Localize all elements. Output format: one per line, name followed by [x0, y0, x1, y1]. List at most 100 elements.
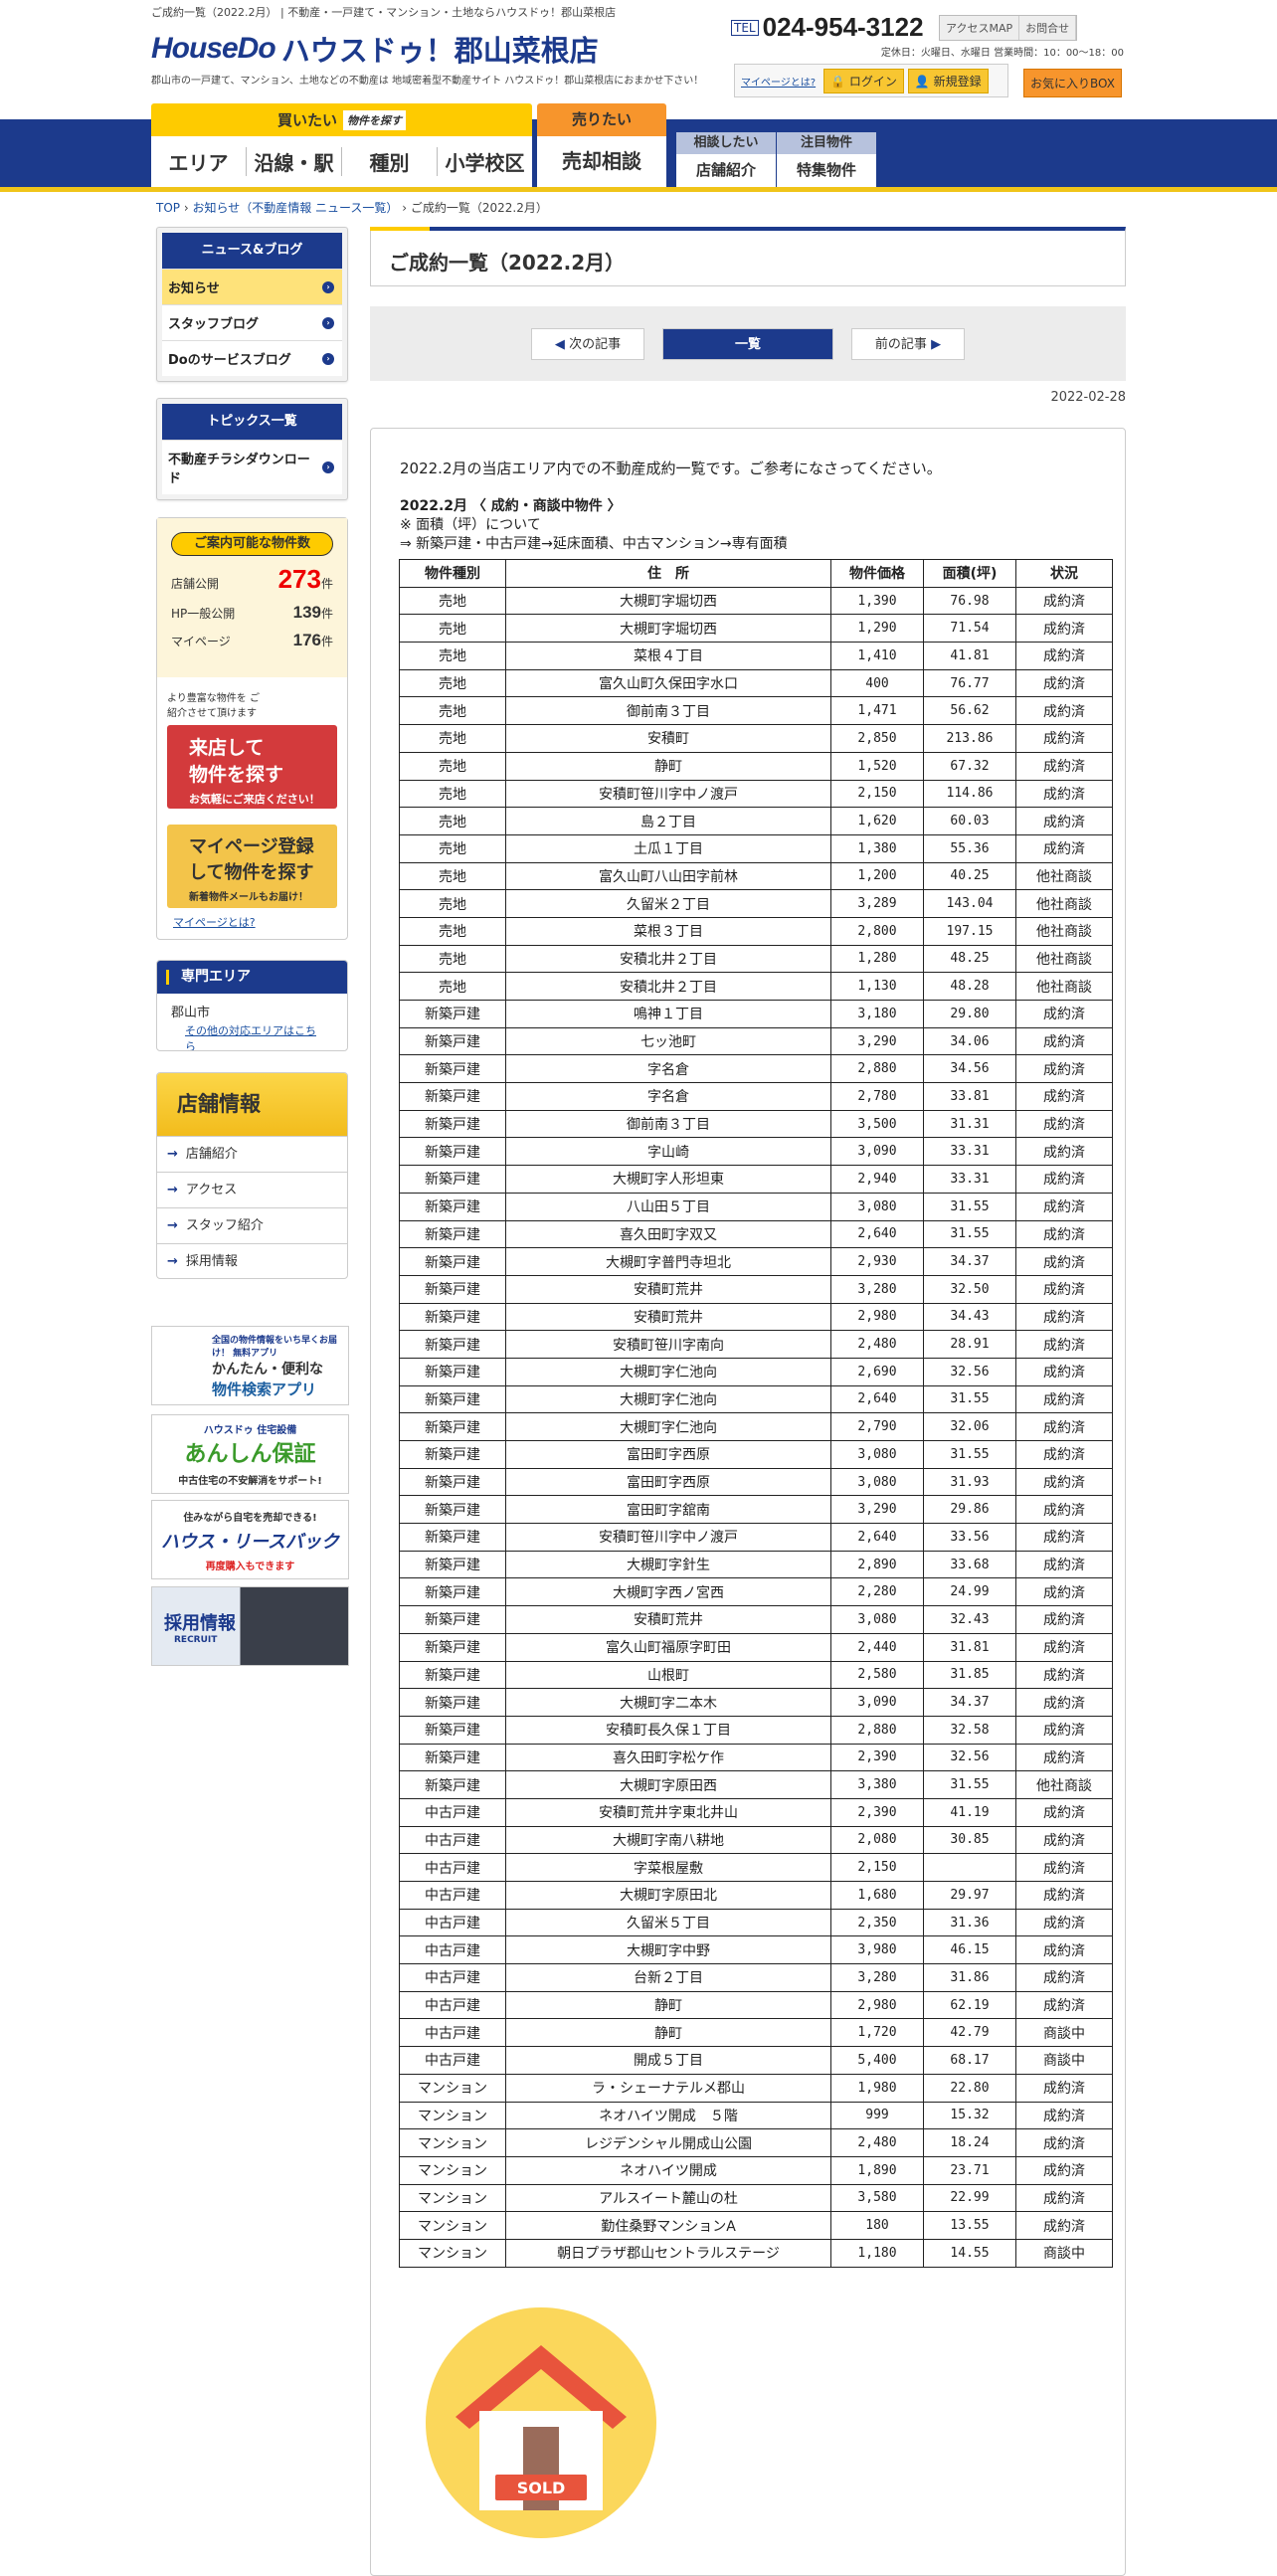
cell-address: 島２丁目	[505, 807, 831, 835]
nav-featured[interactable]: 注目物件 特集物件	[777, 132, 876, 187]
nav-school[interactable]: 小学校区	[445, 151, 525, 175]
nav-area[interactable]: エリア	[151, 147, 247, 176]
cell-area: 29.86	[923, 1495, 1016, 1525]
nav-sell-consult[interactable]: 売却相談	[537, 136, 666, 187]
count-unit: 件	[320, 607, 333, 621]
cell-type: 新築戸建	[399, 1550, 506, 1579]
table-row: 売地 安積町笹川字中ノ渡戸 2,150 114.86 成約済	[399, 779, 1113, 809]
visit-store-button[interactable]: 来店して 物件を探す お気軽にご来店ください！	[167, 725, 337, 809]
sidebar-item-flyer-download[interactable]: 不動産チラシダウンロード ›	[162, 440, 342, 494]
store-item-intro[interactable]: → 店舗紹介	[157, 1136, 347, 1172]
cell-type: マンション	[399, 2238, 506, 2268]
cell-area: 31.55	[923, 1770, 1016, 1799]
cell-type: マンション	[399, 2073, 506, 2103]
store-item-staff[interactable]: → スタッフ紹介	[157, 1207, 347, 1243]
cell-address: 安積北井２丁目	[505, 972, 831, 1001]
store-item-recruit[interactable]: → 採用情報	[157, 1243, 347, 1278]
sidebar-item-service-blog[interactable]: Doのサービスブログ ›	[162, 340, 342, 376]
register-button[interactable]: 👤 新規登録	[907, 68, 989, 93]
table-row: 新築戸建 字名倉 2,880 34.56 成約済	[399, 1054, 1113, 1084]
mypage-about-link[interactable]: マイページとは?	[741, 77, 817, 89]
cell-price: 3,090	[830, 1688, 924, 1717]
mypage-register-button[interactable]: マイページ登録 して物件を探す 新着物件メールもお届け！	[167, 825, 337, 908]
cell-area: 67.32	[923, 751, 1016, 781]
nav-line-station[interactable]: 沿線・駅	[247, 147, 342, 176]
cell-type: 新築戸建	[399, 1688, 506, 1717]
nav-consult[interactable]: 相談したい 店舗紹介	[676, 132, 776, 187]
favorites-box-button[interactable]: お気に入りBOX	[1023, 69, 1122, 97]
cell-address: 字菜根屋敷	[505, 1853, 831, 1882]
table-row: 新築戸建 大槻町字仁池向 2,790 32.06 成約済	[399, 1412, 1113, 1441]
prev-article-button[interactable]: 前の記事 ▶	[851, 327, 965, 360]
table-row: 新築戸建 大槻町字人形坦東 2,940 33.31 成約済	[399, 1165, 1113, 1194]
cell-area: 24.99	[923, 1577, 1016, 1607]
table-row: マンション アルスイート麓山の杜 3,580 22.99 成約済	[399, 2183, 1113, 2213]
cell-status: 成約済	[1015, 1908, 1113, 1937]
breadcrumb-news[interactable]: お知らせ（不動産情報 ニュース一覧）	[192, 201, 399, 215]
cell-area: 32.06	[923, 1412, 1016, 1441]
cell-type: 新築戸建	[399, 1000, 506, 1028]
list-button[interactable]: 一覧	[662, 327, 833, 360]
cell-price: 1,380	[830, 833, 924, 863]
table-row: 売地 富久山町八山田字前林 1,200 40.25 他社商談	[399, 861, 1113, 891]
cell-address: 台新２丁目	[505, 1963, 831, 1992]
banner-line: 物件検索アプリ	[212, 1380, 317, 1398]
store-item-access[interactable]: → アクセス	[157, 1172, 347, 1207]
login-button[interactable]: 🔒 ログイン	[823, 68, 904, 93]
cell-type: 新築戸建	[399, 1523, 506, 1552]
cell-address: 御前南３丁目	[505, 1109, 831, 1139]
other-areas-link[interactable]: その他の対応エリアはこちら	[185, 1024, 316, 1051]
cell-price: 3,280	[830, 1963, 924, 1992]
store-name: ハウスドゥ！郡山菜根店	[280, 34, 599, 68]
cell-type: 売地	[399, 972, 506, 1001]
table-row: 売地 安積町 2,850 213.86 成約済	[399, 724, 1113, 753]
table-row: 中古戸建 大槻町字原田北 1,680 29.97 成約済	[399, 1881, 1113, 1910]
mypage-about-link[interactable]: マイページとは?	[173, 916, 256, 929]
cell-address: 八山田５丁目	[505, 1192, 831, 1221]
access-map-button[interactable]: アクセスMAP	[940, 16, 1020, 40]
leaseback-banner[interactable]: 住みながら自宅を売却できる! ハウス・リースバック 再度購入もできます	[151, 1500, 349, 1579]
cell-area: 31.85	[923, 1660, 1016, 1690]
anshin-banner[interactable]: ハウスドゥ 住宅設備 あんしん保証 中古住宅の不安解消をサポート!	[151, 1414, 349, 1494]
tel-icon: TEL	[731, 19, 759, 36]
cell-price: 3,380	[830, 1770, 924, 1799]
cell-type: 新築戸建	[399, 1384, 506, 1414]
buy-tag: 物件を探す	[343, 109, 406, 130]
table-row: 中古戸建 大槻町字中野 3,980 46.15 成約済	[399, 1935, 1113, 1965]
app-banner[interactable]: 全国の物件情報をいち早くお届け！ 無料アプリ かんたん・便利な 物件検索アプリ	[151, 1326, 349, 1405]
chevron-right-icon: ▶	[926, 336, 942, 352]
cell-price: 3,090	[830, 1137, 924, 1167]
cell-address: 大槻町字西ノ宮西	[505, 1577, 831, 1607]
cell-status: 成約済	[1015, 1000, 1113, 1028]
count-value: 139	[292, 603, 321, 622]
next-article-button[interactable]: ◀ 次の記事	[531, 327, 644, 360]
cell-area: 33.81	[923, 1082, 1016, 1111]
cell-address: 土瓜１丁目	[505, 833, 831, 863]
table-row: 売地 久留米２丁目 3,289 143.04 他社商談	[399, 889, 1113, 918]
site-logo[interactable]: HouseDo ハウスドゥ！郡山菜根店	[151, 28, 599, 70]
cell-type: 売地	[399, 861, 506, 891]
breadcrumb-top[interactable]: TOP	[156, 201, 181, 215]
table-heading: 2022.2月 〈 成約・商談中物件 〉	[400, 498, 622, 514]
store-info-title[interactable]: 店舗情報	[157, 1073, 347, 1136]
topics-box: トピックス一覧 不動産チラシダウンロード ›	[156, 398, 348, 500]
cell-area: 68.17	[923, 2046, 1016, 2075]
cell-type: 新築戸建	[399, 1660, 506, 1690]
cell-price: 2,150	[830, 1853, 924, 1882]
recruit-banner[interactable]: 採用情報 RECRUIT	[151, 1586, 349, 1666]
cell-type: 新築戸建	[399, 1715, 506, 1745]
cell-address: 喜久田町字松ケ作	[505, 1743, 831, 1772]
cell-type: マンション	[399, 2183, 506, 2213]
cell-status: 他社商談	[1015, 972, 1113, 1001]
cell-status: 成約済	[1015, 1632, 1113, 1662]
sidebar-item-news[interactable]: お知らせ ›	[162, 269, 342, 304]
cell-type: 中古戸建	[399, 1908, 506, 1937]
nav-type[interactable]: 種別	[342, 147, 438, 176]
cell-address: 字名倉	[505, 1082, 831, 1111]
cell-address: 大槻町字針生	[505, 1550, 831, 1579]
contact-button[interactable]: お問合せ	[1019, 16, 1077, 40]
sidebar-item-staff-blog[interactable]: スタッフブログ ›	[162, 304, 342, 340]
cell-area: 42.79	[923, 2018, 1016, 2048]
cell-type: マンション	[399, 2128, 506, 2157]
cell-address: 開成５丁目	[505, 2046, 831, 2075]
